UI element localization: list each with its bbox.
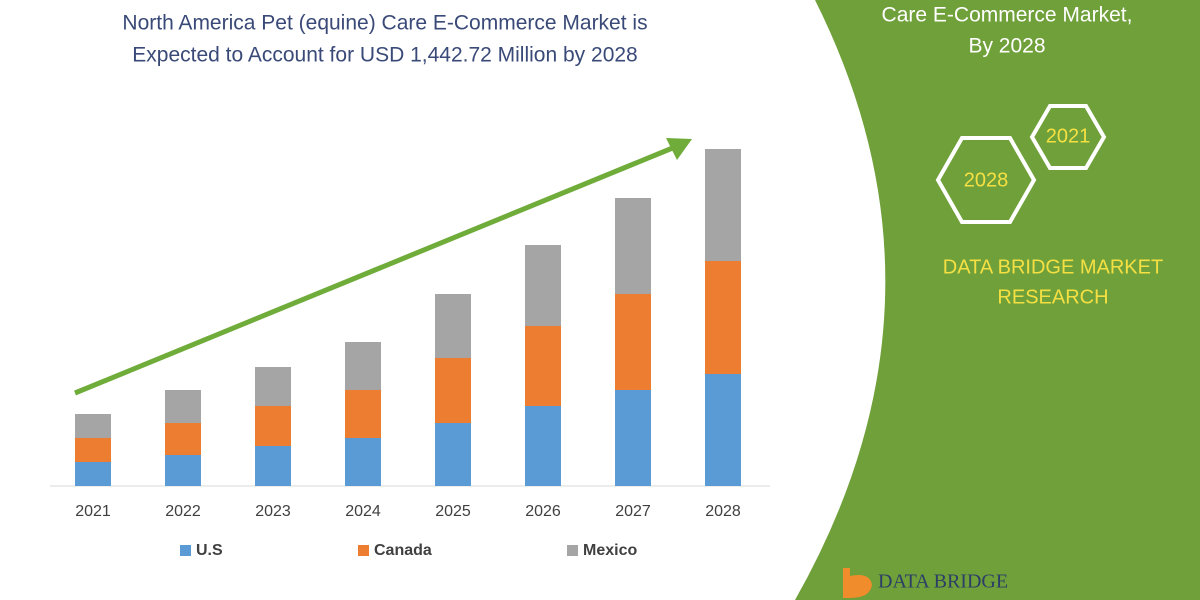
bar-segment: [435, 358, 471, 423]
hex-label: 2021: [1046, 125, 1091, 147]
legend-label: Mexico: [583, 542, 637, 559]
bar-segment: [255, 406, 291, 446]
bar-segment: [525, 406, 561, 486]
bar-segment: [615, 198, 651, 294]
hexagon: [1029, 104, 1107, 170]
bar-segment: [255, 367, 291, 406]
bar-segment: [255, 446, 291, 486]
bar-segment: [705, 149, 741, 261]
bar-segment: [705, 261, 741, 374]
legend-label: U.S: [196, 542, 223, 559]
logo-text: DATA BRIDGE: [878, 571, 1008, 593]
legend-swatch: [358, 545, 369, 556]
x-tick-label: 2024: [345, 503, 381, 520]
content: North America Pet (equine) Care E-Commer…: [75, 4, 1163, 593]
bar-segment: [165, 390, 201, 423]
brand-name: DATA BRIDGE MARKET: [943, 256, 1163, 278]
trend-arrow: [74, 144, 676, 396]
x-tick-label: 2025: [435, 503, 471, 520]
chart-title: North America Pet (equine) Care E-Commer…: [122, 12, 647, 35]
bar-segment: [525, 326, 561, 406]
panel-heading: By 2028: [968, 35, 1045, 58]
bar-segment: [435, 294, 471, 358]
arrow-head: [666, 138, 692, 160]
logo-mark: [843, 568, 872, 598]
legend-swatch: [567, 545, 578, 556]
bar-segment: [435, 423, 471, 486]
chart-title: Expected to Account for USD 1,442.72 Mil…: [132, 44, 637, 67]
panel-heading: Care E-Commerce Market,: [882, 4, 1133, 27]
bar-segment: [165, 423, 201, 455]
brand-name: RESEARCH: [997, 286, 1108, 308]
hexagon: [935, 136, 1037, 224]
bar-segment: [75, 438, 111, 462]
hex-label: 2028: [964, 169, 1009, 191]
x-tick-label: 2027: [615, 503, 651, 520]
x-tick-label: 2023: [255, 503, 291, 520]
x-tick-label: 2021: [75, 503, 111, 520]
x-tick-label: 2022: [165, 503, 201, 520]
x-tick-label: 2026: [525, 503, 561, 520]
bar-segment: [75, 414, 111, 438]
bar-segment: [345, 438, 381, 486]
bar-segment: [75, 462, 111, 486]
bar-segment: [525, 245, 561, 326]
x-tick-label: 2028: [705, 503, 741, 520]
bar-segment: [615, 294, 651, 390]
legend-swatch: [180, 545, 191, 556]
bar-segment: [705, 374, 741, 486]
legend-label: Canada: [374, 542, 432, 559]
bar-segment: [345, 390, 381, 438]
bar-segment: [345, 342, 381, 390]
bar-segment: [165, 455, 201, 486]
bar-segment: [615, 390, 651, 486]
